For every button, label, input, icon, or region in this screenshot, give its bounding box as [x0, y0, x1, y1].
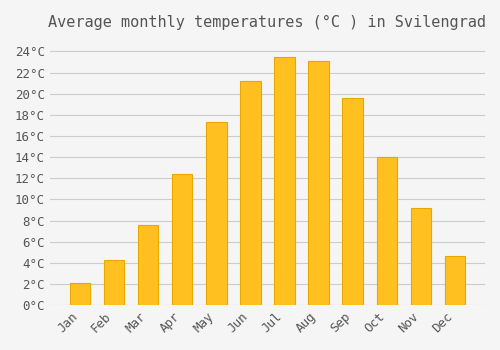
- Bar: [104, 260, 124, 305]
- Bar: [308, 61, 329, 305]
- Bar: [376, 157, 397, 305]
- Bar: [206, 122, 227, 305]
- Title: Average monthly temperatures (°C ) in Svilengrad: Average monthly temperatures (°C ) in Sv…: [48, 15, 486, 30]
- Bar: [445, 257, 465, 305]
- Bar: [70, 283, 90, 305]
- Bar: [138, 225, 158, 305]
- Bar: [342, 98, 363, 305]
- Bar: [240, 81, 260, 305]
- Bar: [410, 208, 431, 305]
- Bar: [274, 57, 294, 305]
- Bar: [172, 174, 193, 305]
